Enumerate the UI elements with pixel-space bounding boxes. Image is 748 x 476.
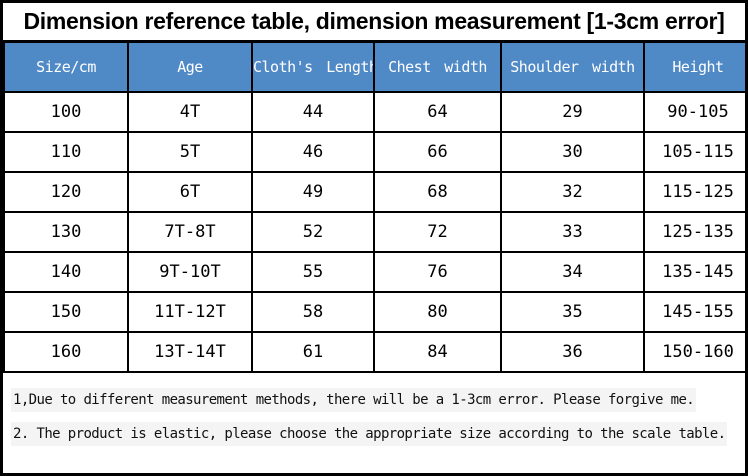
table-cell: 33 — [500, 211, 645, 253]
table-cell: 34 — [500, 251, 645, 293]
table-cell: 36 — [500, 331, 645, 373]
table-cell: 49 — [251, 171, 375, 213]
table-cell: 120 — [3, 171, 129, 213]
notes-section: 1,Due to different measurement methods, … — [3, 373, 745, 461]
table-cell: 84 — [373, 331, 502, 373]
size-table: Size/cm Age Cloth's Length Chest width S… — [3, 40, 745, 373]
table-cell: 140 — [3, 251, 129, 293]
table-row: 100 4T 44 64 29 90-105 — [3, 91, 745, 133]
table-cell: 160 — [3, 331, 129, 373]
table-cell: 125-135 — [643, 211, 745, 253]
page-title: Dimension reference table, dimension mea… — [3, 3, 745, 40]
column-header-shoulder-width: Shoulder width — [500, 40, 645, 93]
table-cell: 80 — [373, 291, 502, 333]
note-line: 2. The product is elastic, please choose… — [11, 422, 745, 447]
table-cell: 46 — [251, 131, 375, 173]
table-cell: 150 — [3, 291, 129, 333]
table-cell: 29 — [500, 91, 645, 133]
table-cell: 130 — [3, 211, 129, 253]
table-cell: 68 — [373, 171, 502, 213]
column-header-chest-width: Chest width — [373, 40, 502, 93]
table-cell: 6T — [127, 171, 253, 213]
column-header-height: Height — [643, 40, 745, 93]
table-header-row: Size/cm Age Cloth's Length Chest width S… — [3, 40, 745, 93]
table-cell: 32 — [500, 171, 645, 213]
note-text: 1,Due to different measurement methods, … — [11, 387, 697, 412]
table-cell: 110 — [3, 131, 129, 173]
table-cell: 30 — [500, 131, 645, 173]
table-row: 110 5T 46 66 30 105-115 — [3, 131, 745, 173]
table-cell: 11T-12T — [127, 291, 253, 333]
table-cell: 5T — [127, 131, 253, 173]
table-cell: 66 — [373, 131, 502, 173]
table-cell: 105-115 — [643, 131, 745, 173]
table-row: 130 7T-8T 52 72 33 125-135 — [3, 211, 745, 253]
table-cell: 115-125 — [643, 171, 745, 213]
table-cell: 90-105 — [643, 91, 745, 133]
table-cell: 7T-8T — [127, 211, 253, 253]
table-row: 150 11T-12T 58 80 35 145-155 — [3, 291, 745, 333]
table-cell: 9T-10T — [127, 251, 253, 293]
table-cell: 58 — [251, 291, 375, 333]
table-cell: 4T — [127, 91, 253, 133]
column-header-age: Age — [127, 40, 253, 93]
table-cell: 100 — [3, 91, 129, 133]
column-header-cloth-length: Cloth's Length — [251, 40, 375, 93]
table-cell: 150-160 — [643, 331, 745, 373]
column-header-size: Size/cm — [3, 40, 129, 93]
table-cell: 52 — [251, 211, 375, 253]
table-cell: 145-155 — [643, 291, 745, 333]
table-cell: 35 — [500, 291, 645, 333]
table-cell: 64 — [373, 91, 502, 133]
table-cell: 44 — [251, 91, 375, 133]
table-cell: 135-145 — [643, 251, 745, 293]
table-row: 140 9T-10T 55 76 34 135-145 — [3, 251, 745, 293]
table-cell: 76 — [373, 251, 502, 293]
table-cell: 61 — [251, 331, 375, 373]
table-row: 160 13T-14T 61 84 36 150-160 — [3, 331, 745, 373]
table-row: 120 6T 49 68 32 115-125 — [3, 171, 745, 213]
table-cell: 13T-14T — [127, 331, 253, 373]
table-cell: 55 — [251, 251, 375, 293]
table-cell: 72 — [373, 211, 502, 253]
note-line: 1,Due to different measurement methods, … — [11, 387, 745, 412]
note-text: 2. The product is elastic, please choose… — [11, 422, 728, 447]
